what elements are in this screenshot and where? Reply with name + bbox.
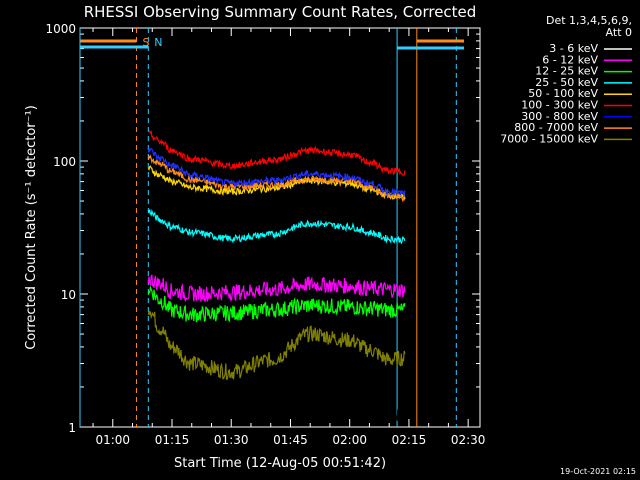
legend-item-label: 300 - 800 keV	[521, 110, 598, 123]
x-tick-label: 02:00	[332, 433, 367, 447]
legend-item-label: 800 - 7000 keV	[514, 121, 598, 134]
y-tick-label: 1000	[45, 22, 76, 36]
series-line	[147, 285, 406, 323]
x-tick-label: 01:15	[155, 433, 190, 447]
x-tick-label: 01:00	[95, 433, 130, 447]
series-line	[148, 130, 406, 176]
marker-label: N	[154, 36, 162, 49]
legend-item-label: 6 - 12 keV	[542, 53, 598, 66]
y-tick-label: 10	[61, 288, 76, 302]
legend-item-label: 25 - 50 keV	[535, 76, 598, 89]
series-line	[147, 147, 406, 198]
series-line	[147, 208, 406, 245]
x-axis-label: Start Time (12-Aug-05 00:51:42)	[174, 456, 386, 471]
x-tick-label: 02:30	[451, 433, 486, 447]
legend-item-label: 100 - 300 keV	[521, 99, 598, 112]
legend-item-label: 7000 - 15000 keV	[500, 132, 598, 145]
y-tick-label: 1	[68, 421, 76, 435]
plot-frame	[79, 27, 481, 428]
footer-timestamp: 19-Oct-2021 02:15	[560, 467, 636, 476]
series-line	[147, 311, 406, 380]
series-line	[147, 154, 406, 203]
legend-item-label: 3 - 6 keV	[549, 42, 598, 55]
y-axis-label: Corrected Count Rate (s⁻¹ detector⁻¹)	[24, 105, 39, 350]
series-line	[147, 321, 401, 425]
y-tick-label: 100	[53, 155, 76, 169]
legend-item-label: 12 - 25 keV	[535, 65, 598, 78]
x-tick-label: 02:15	[392, 433, 427, 447]
series-line	[147, 274, 406, 303]
legend-header: Att 0	[606, 26, 632, 39]
marker-label: S	[142, 36, 149, 49]
x-tick-label: 01:45	[273, 433, 308, 447]
chart-title: RHESSI Observing Summary Count Rates, Co…	[84, 3, 477, 21]
x-tick-label: 01:30	[214, 433, 249, 447]
legend-header: Det 1,3,4,5,6,9,	[546, 14, 632, 27]
legend-item-label: 50 - 100 keV	[528, 87, 598, 100]
